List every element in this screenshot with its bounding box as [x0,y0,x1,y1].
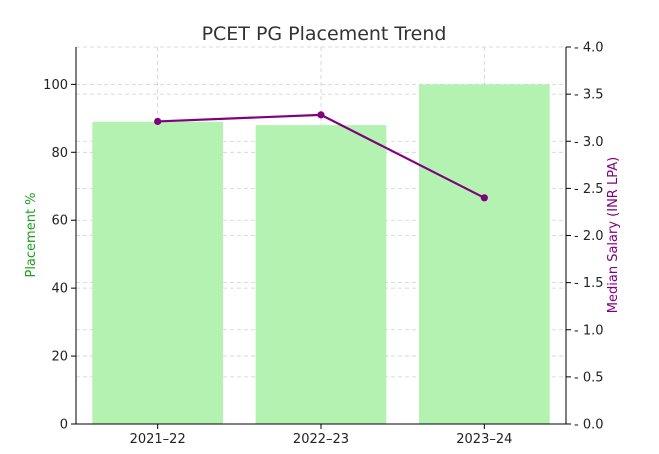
left-tick-label: 80 [51,146,68,161]
right-tick-label: - 4.0 [574,41,604,56]
chart-title: PCET PG Placement Trend [202,23,447,45]
salary-point-2022–23 [317,111,325,119]
right-tick-label: - 1.0 [574,323,604,338]
x-axis-ticks: 2021–22 2022–23 2023–24 [130,424,512,447]
salary-point-2021–22 [154,117,162,126]
right-tick-label: - 1.5 [574,276,604,291]
x-tick-label: 2023–24 [456,432,512,447]
y-axis-right-label: Median Salary (INR LPA) [606,157,621,313]
right-tick-label: - 3.5 [574,88,604,103]
salary-point-2023–24 [480,194,488,202]
right-tick-label: - 0.0 [574,418,604,433]
bar-2023–24 [419,84,550,425]
right-axis-ticks: - 0.0 - 0.5 - 1.0 - 1.5 - 2.0 - 2.5 - 3.0 - 3.5… [566,41,604,433]
left-tick-label: 40 [51,282,68,297]
x-tick-label: 2022–23 [293,432,349,447]
left-tick-label: 100 [43,78,68,93]
left-tick-label: 20 [51,350,68,365]
right-tick-label: - 2.0 [574,229,604,244]
left-tick-label: 0 [60,418,68,433]
salary-line [154,111,488,202]
x-tick-label: 2021–22 [130,432,186,447]
bars [92,84,550,425]
y-axis-left-label: Placement % [24,192,39,277]
right-tick-label: - 2.5 [574,182,604,197]
left-axis-ticks: 0 20 40 60 80 100 [43,78,76,433]
bar-2021–22 [92,121,223,425]
bar-2022–23 [255,125,387,424]
left-tick-label: 60 [51,214,68,229]
right-tick-label: - 3.0 [574,135,604,150]
right-tick-label: - 0.5 [574,370,604,385]
